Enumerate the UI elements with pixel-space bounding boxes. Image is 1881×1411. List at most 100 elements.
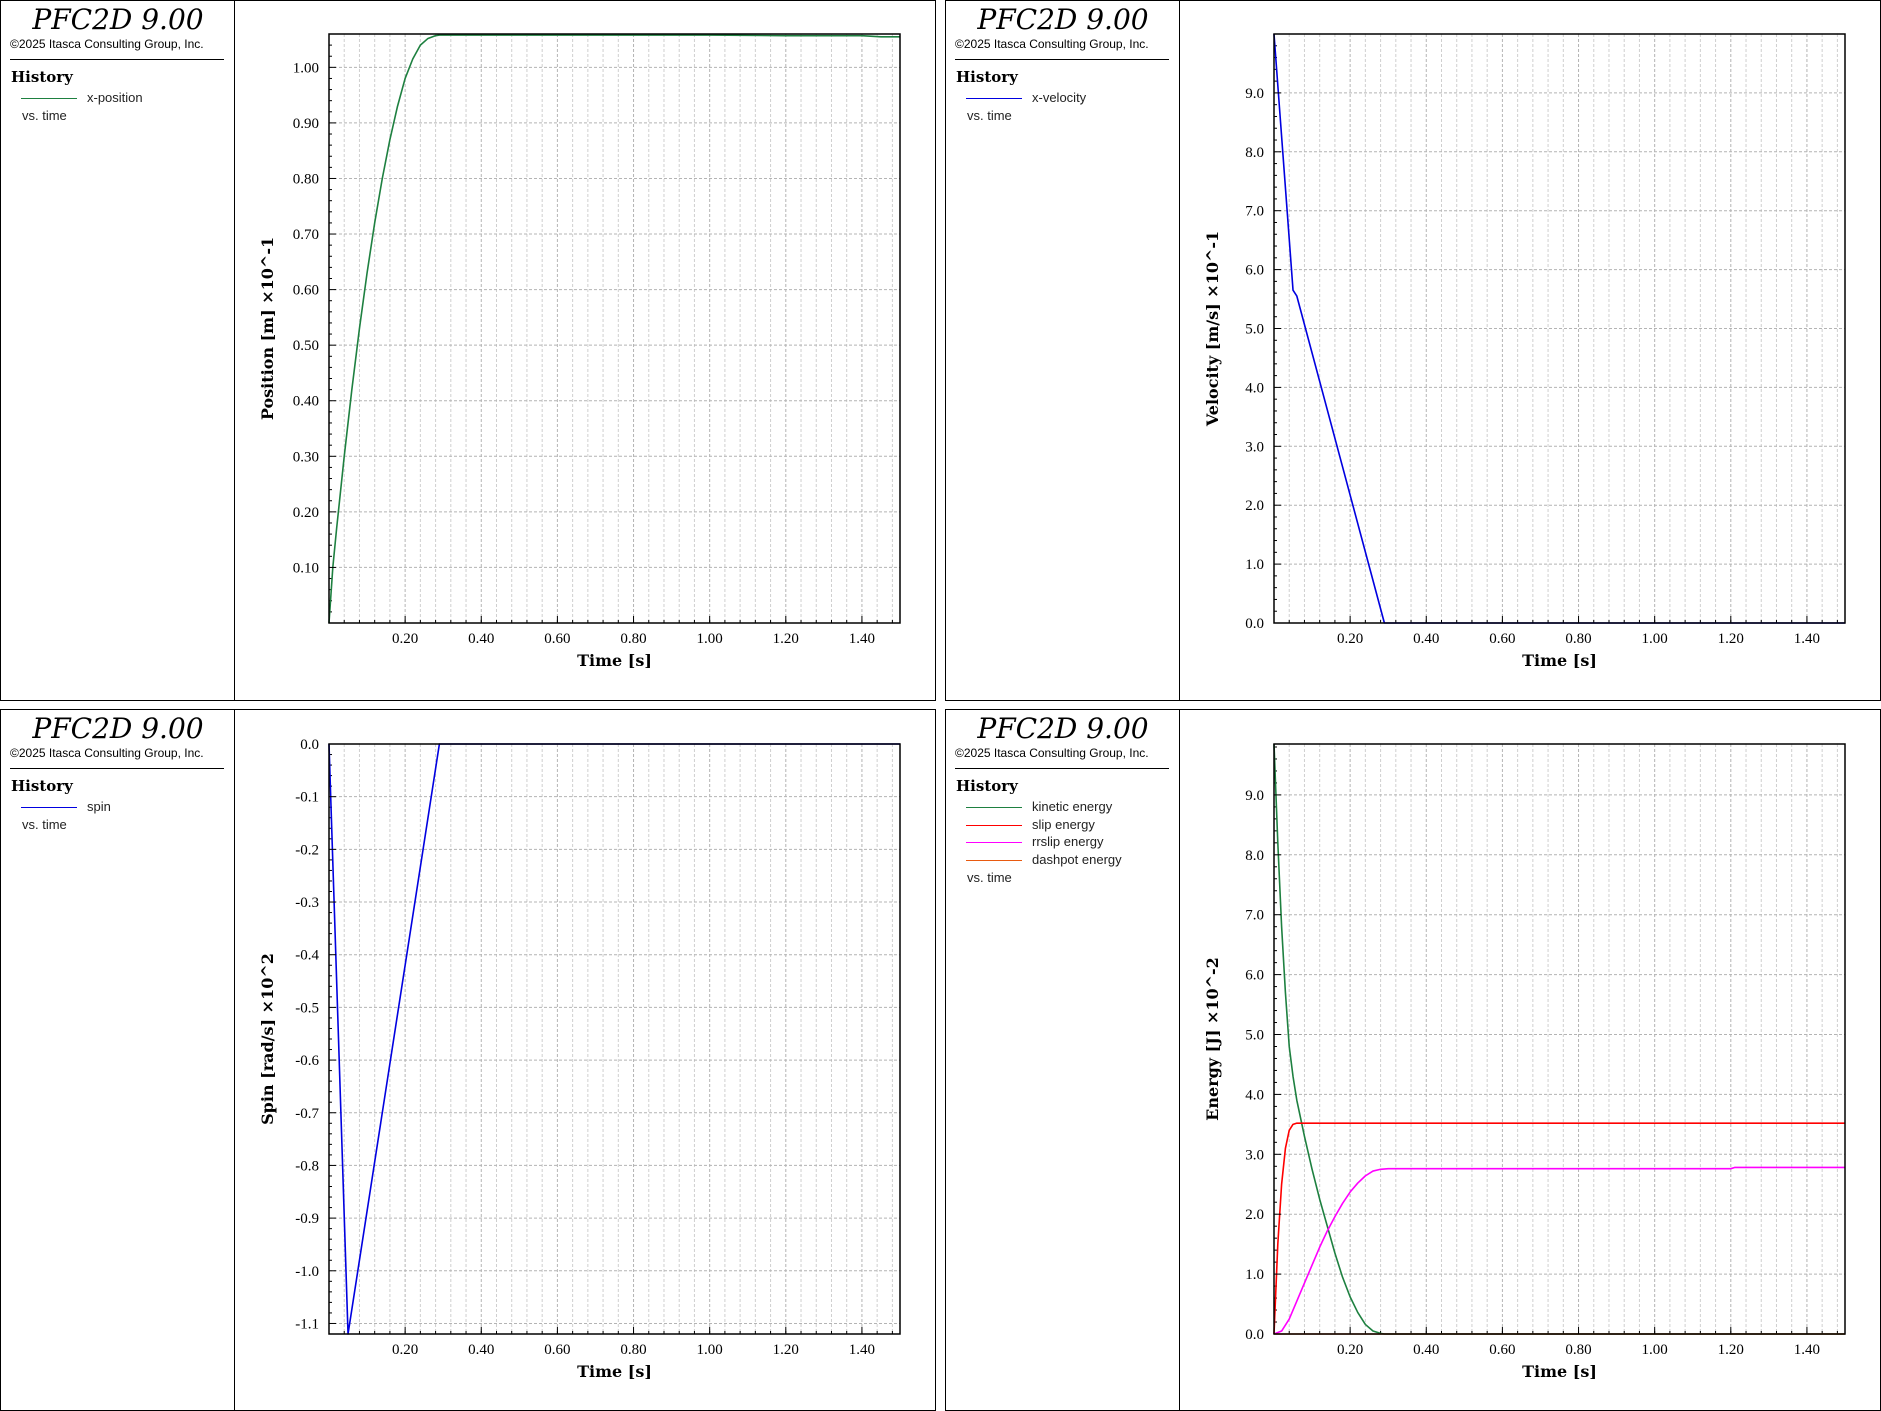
legend-label: x-velocity [1032, 90, 1087, 105]
series-line-kinetic-energy [1273, 743, 1845, 1335]
y-tick-label: -0.6 [295, 1053, 319, 1069]
y-tick-label: 8.0 [1245, 145, 1264, 161]
legend-divider [10, 768, 224, 769]
x-tick-label: 0.40 [468, 1342, 494, 1358]
y-tick-label: -0.9 [295, 1211, 319, 1227]
y-tick-label: -0.5 [295, 1000, 319, 1016]
legend-swatch [966, 824, 1022, 826]
legend-entry: rrslip energy [966, 834, 1176, 850]
chart-panel-position: PFC2D 9.00 ©2025 Itasca Consulting Group… [0, 0, 936, 701]
y-tick-label: -1.1 [295, 1316, 319, 1332]
copyright-text: ©2025 Itasca Consulting Group, Inc. [955, 37, 1149, 51]
x-tick-label: 1.40 [849, 631, 875, 647]
series-line-slip-energy [1273, 1122, 1845, 1335]
x-tick-label: 1.20 [773, 631, 799, 647]
legend-label: rrslip energy [1032, 834, 1104, 849]
plot-area: 0.20 0.40 0.60 0.80 1.00 1.20 1.40 0.0 1.0 2.0 3.0… [1203, 33, 1846, 670]
y-tick-label: 0.90 [293, 116, 319, 132]
x-axis-title: Time [s] [577, 1362, 652, 1381]
legend-entry: spin [21, 799, 231, 815]
chart-panel-velocity: PFC2D 9.00 ©2025 Itasca Consulting Group… [945, 0, 1881, 701]
y-tick-label: 0.80 [293, 171, 319, 187]
y-tick-label: 2.0 [1245, 1207, 1264, 1223]
program-title: PFC2D 9.00 [977, 3, 1149, 36]
y-tick-label: 2.0 [1245, 498, 1264, 514]
chart-panel-energy: PFC2D 9.00 ©2025 Itasca Consulting Group… [945, 709, 1881, 1411]
legend-label: slip energy [1032, 816, 1095, 832]
x-tick-label: 1.00 [1642, 1342, 1668, 1358]
y-tick-label: 0.0 [1245, 1327, 1264, 1343]
y-tick-label: 5.0 [1245, 322, 1264, 338]
legend-divider [955, 59, 1169, 60]
x-tick-label: 0.40 [1413, 631, 1439, 647]
y-tick-label: 9.0 [1245, 788, 1264, 804]
x-tick-label: 1.20 [773, 1342, 799, 1358]
x-tick-label: 1.00 [697, 1342, 723, 1358]
series-line-x-position [328, 34, 900, 624]
x-tick-label: 1.20 [1718, 1342, 1744, 1358]
x-tick-label: 1.20 [1718, 631, 1744, 647]
y-tick-label: 0.50 [293, 338, 319, 354]
x-tick-label: 0.80 [620, 631, 646, 647]
x-tick-label: 0.80 [620, 1342, 646, 1358]
legend-swatch [966, 807, 1022, 808]
legend-label: spin [87, 799, 111, 814]
x-tick-label: 0.60 [544, 1342, 570, 1358]
y-tick-label: -0.8 [295, 1158, 319, 1174]
y-tick-label: -0.2 [295, 842, 319, 858]
y-tick-label: 1.0 [1245, 557, 1264, 573]
y-tick-label: 7.0 [1245, 204, 1264, 220]
y-tick-label: 3.0 [1245, 1147, 1264, 1163]
y-tick-label: 0.60 [293, 283, 319, 299]
x-axis-title: Time [s] [1522, 1362, 1597, 1381]
y-tick-label: 9.0 [1245, 86, 1264, 102]
history-label: History [11, 68, 73, 86]
x-tick-label: 0.60 [1489, 631, 1515, 647]
plot-area: 0.20 0.40 0.60 0.80 1.00 1.20 1.40 0.10 0.20 0.30… [258, 33, 901, 670]
series-line-spin [328, 743, 900, 1335]
plot-frame [328, 33, 901, 624]
y-tick-label: 6.0 [1245, 968, 1264, 984]
series-line-rrslip-energy [1273, 1166, 1845, 1335]
history-label: History [956, 777, 1018, 795]
copyright-text: ©2025 Itasca Consulting Group, Inc. [10, 746, 204, 760]
y-tick-label: -0.4 [295, 948, 319, 964]
y-tick-label: 6.0 [1245, 263, 1264, 279]
y-tick-label: 0.40 [293, 394, 319, 410]
x-tick-label: 0.80 [1565, 1342, 1591, 1358]
x-tick-label: 0.20 [1337, 631, 1363, 647]
chart-panel-spin: PFC2D 9.00 ©2025 Itasca Consulting Group… [0, 709, 936, 1411]
x-tick-label: 0.60 [1489, 1342, 1515, 1358]
y-tick-label: 3.0 [1245, 439, 1264, 455]
legend-divider [10, 59, 224, 60]
history-label: History [956, 68, 1018, 86]
y-tick-label: 1.0 [1245, 1267, 1264, 1283]
legend-box: PFC2D 9.00 ©2025 Itasca Consulting Group… [946, 1, 1180, 700]
legend-entry: slip energy [966, 817, 1176, 833]
x-tick-label: 0.20 [1337, 1342, 1363, 1358]
y-axis-title: Velocity [m/s] ×10^-1 [1203, 231, 1222, 427]
y-tick-label: 4.0 [1245, 1087, 1264, 1103]
x-tick-label: 1.00 [1642, 631, 1668, 647]
x-tick-label: 0.40 [468, 631, 494, 647]
y-axis-title: Spin [rad/s] ×10^2 [258, 953, 277, 1125]
legend-label: x-position [87, 90, 143, 105]
y-tick-label: 0.20 [293, 505, 319, 521]
legend-swatch [21, 807, 77, 808]
copyright-text: ©2025 Itasca Consulting Group, Inc. [10, 37, 204, 51]
x-tick-label: 0.40 [1413, 1342, 1439, 1358]
y-tick-label: 7.0 [1245, 908, 1264, 924]
history-label: History [11, 777, 73, 795]
y-tick-label: 0.10 [293, 560, 319, 576]
legend-swatch [966, 842, 1022, 843]
program-title: PFC2D 9.00 [32, 712, 204, 745]
x-tick-label: 0.20 [392, 1342, 418, 1358]
legend-divider [955, 768, 1169, 769]
legend-swatch [966, 98, 1022, 99]
legend-vs-time: vs. time [22, 108, 67, 123]
x-axis-title: Time [s] [577, 651, 652, 670]
x-tick-label: 0.20 [392, 631, 418, 647]
y-tick-label: -1.0 [295, 1264, 319, 1280]
legend-label: kinetic energy [1032, 799, 1113, 814]
x-tick-label: 1.40 [1794, 1342, 1820, 1358]
